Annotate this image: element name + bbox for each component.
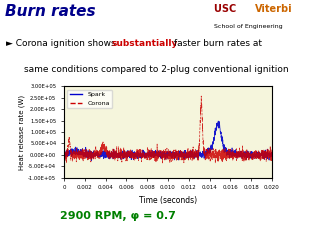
Text: 2900 RPM, φ = 0.7: 2900 RPM, φ = 0.7 (60, 211, 176, 221)
Text: Viterbi: Viterbi (255, 4, 293, 14)
Y-axis label: Heat release rate (W): Heat release rate (W) (19, 94, 26, 170)
Text: same conditions compared to 2-plug conventional ignition: same conditions compared to 2-plug conve… (24, 65, 288, 74)
Text: School of Engineering: School of Engineering (214, 24, 282, 29)
Text: faster burn rates at: faster burn rates at (171, 39, 262, 48)
Text: 16: 16 (289, 217, 306, 230)
Legend: Spark, Corona: Spark, Corona (67, 90, 112, 108)
Text: substantially: substantially (111, 39, 178, 48)
X-axis label: Time (seconds): Time (seconds) (139, 196, 197, 205)
Text: ► Corona ignition shows: ► Corona ignition shows (6, 39, 119, 48)
Text: Burn rates: Burn rates (5, 4, 96, 19)
Text: USC: USC (214, 4, 239, 14)
